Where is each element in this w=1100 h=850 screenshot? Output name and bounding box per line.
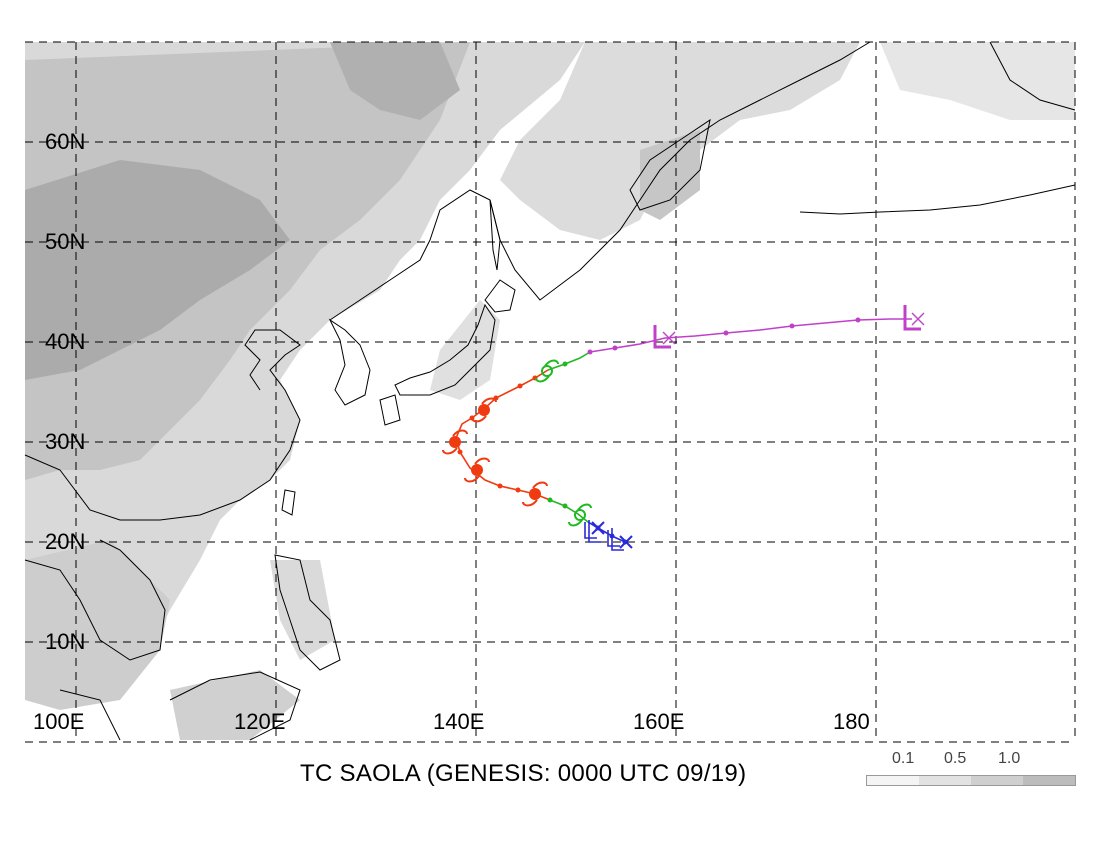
coast-alaska	[989, 41, 1076, 111]
lat-label-50n: 50N	[45, 229, 86, 254]
coast-indochina	[24, 539, 166, 661]
storm-track	[455, 318, 912, 543]
coast-malay	[59, 689, 121, 741]
coast-philippines	[274, 554, 341, 671]
coastlines	[24, 41, 1076, 741]
legend-label: 1.0	[998, 750, 1021, 767]
track-dot	[562, 503, 568, 509]
track-segment-magenta	[589, 318, 912, 353]
grid	[25, 41, 1076, 743]
track-dot	[855, 317, 861, 323]
shading-mongolia-dark	[330, 42, 460, 120]
track-dots	[457, 317, 861, 545]
lat-label-30n: 30N	[45, 429, 86, 454]
lon-label-120e: 120E	[234, 709, 286, 734]
shading-kamchatka	[640, 130, 700, 220]
x-marker-icon	[662, 331, 676, 345]
legend-colorbar	[866, 775, 1076, 786]
typhoon-icon	[471, 397, 497, 423]
coast-russia-east	[329, 41, 871, 321]
track-dot	[723, 330, 729, 336]
track-dot	[547, 497, 553, 503]
coast-korea	[328, 318, 371, 406]
low-pressure-icon	[607, 528, 624, 551]
low-pressure-icon	[903, 305, 921, 331]
lon-label-160e: 160E	[633, 709, 685, 734]
track-dot	[517, 383, 523, 389]
lat-label-20n: 20N	[45, 529, 86, 554]
lon-label-140e: 140E	[433, 709, 485, 734]
tropical-storm-icon	[568, 503, 592, 527]
track-segment-blue	[587, 521, 626, 543]
x-marker-icon	[591, 521, 605, 535]
coast-hokkaido	[484, 279, 516, 313]
lon-label-100e: 100E	[33, 709, 85, 734]
lat-label-10n: 10N	[45, 629, 86, 654]
coast-taiwan	[281, 489, 296, 516]
low-pressure-icon	[584, 520, 601, 543]
lat-label-60n: 60N	[45, 129, 86, 154]
typhoon-icon	[522, 481, 548, 507]
shading-philippines	[270, 560, 335, 660]
track-dot	[789, 323, 795, 329]
coast-kamchatka	[629, 118, 711, 211]
lat-label-40n: 40N	[45, 329, 86, 354]
lon-label-180: 180	[833, 709, 870, 734]
coast-borneo	[169, 671, 301, 741]
shading-borneo	[170, 670, 300, 740]
track-dot	[497, 483, 503, 489]
track-dot	[515, 487, 521, 493]
track-dot	[587, 349, 593, 355]
shading-asia-dark	[25, 160, 290, 380]
typhoon-symbols	[442, 397, 548, 507]
legend-swatch	[1023, 776, 1075, 785]
low-symbols	[584, 305, 921, 551]
shading-field	[25, 42, 1075, 740]
track-dot	[457, 449, 463, 455]
shading-seasia	[25, 540, 170, 710]
track-segment-green-2	[547, 351, 591, 371]
legend-labels: 0.1 0.5 1.0	[866, 750, 1076, 770]
legend-label: 0.5	[944, 750, 967, 767]
shading-japan	[430, 300, 500, 400]
legend-swatch	[867, 776, 919, 785]
coast-aleutians	[799, 184, 1076, 215]
coast-japan-honshu	[394, 303, 496, 396]
map-title: TC SAOLA (GENESIS: 0000 UTC 09/19)	[300, 760, 747, 787]
x-marker-icon	[619, 535, 633, 549]
track-dot	[612, 345, 618, 351]
legend-swatch	[919, 776, 971, 785]
coast-china	[24, 329, 301, 521]
storm-symbols	[535, 359, 592, 527]
shading-alaska	[880, 42, 1075, 120]
legend-swatch	[971, 776, 1023, 785]
x-marker-icon	[911, 312, 925, 326]
coast-kyushu	[379, 394, 401, 426]
x-markers	[591, 312, 925, 549]
low-pressure-icon	[653, 325, 671, 349]
typhoon-icon	[464, 457, 490, 483]
coast-sakhalin	[489, 199, 501, 271]
legend-label: 0.1	[892, 750, 915, 767]
tropical-storm-icon	[535, 359, 559, 383]
track-dot	[562, 361, 568, 367]
typhoon-icon	[442, 429, 468, 455]
